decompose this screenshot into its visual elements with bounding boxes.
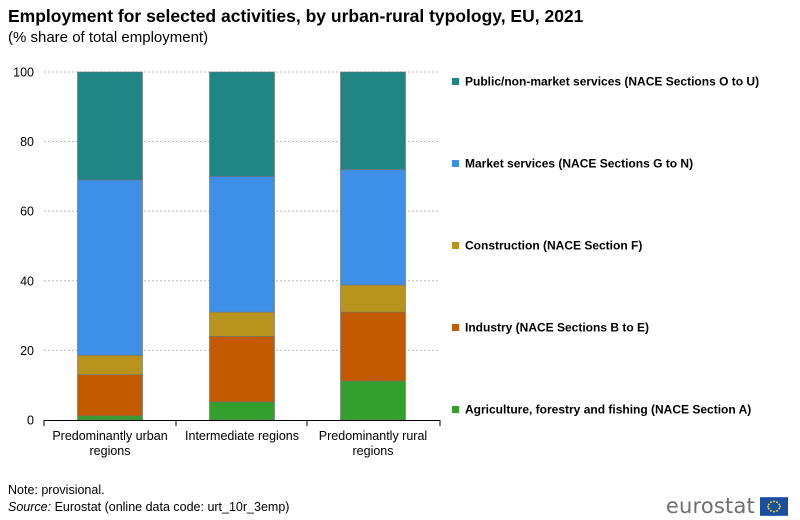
legend-label: Industry (NACE Sections B to E) bbox=[465, 321, 649, 335]
legend-swatch bbox=[452, 324, 459, 331]
bar-segment bbox=[77, 354, 143, 376]
source-text: Eurostat (online data code: urt_10r_3emp… bbox=[51, 500, 290, 514]
chart-source: Source: Eurostat (online data code: urt_… bbox=[8, 500, 289, 514]
legend-label: Market services (NACE Sections G to N) bbox=[465, 157, 693, 171]
bar-segment bbox=[209, 311, 275, 337]
legend-label: Agriculture, forestry and fishing (NACE … bbox=[465, 403, 751, 417]
y-tick-label: 40 bbox=[20, 274, 34, 288]
bar-segment bbox=[77, 179, 143, 356]
legend-swatch bbox=[452, 78, 459, 85]
legend-swatch bbox=[452, 242, 459, 249]
bar-segment bbox=[77, 71, 143, 181]
x-category-label: Intermediate regions bbox=[185, 429, 299, 443]
eurostat-logo-text: eurostat bbox=[665, 494, 755, 518]
bar-segment bbox=[340, 169, 406, 286]
legend-swatch bbox=[452, 406, 459, 413]
x-category-label: regions bbox=[353, 444, 394, 458]
bar-segment bbox=[340, 311, 406, 382]
x-category-label: Predominantly urban bbox=[52, 429, 167, 443]
y-tick-label: 60 bbox=[20, 205, 34, 219]
bar-segment bbox=[340, 71, 406, 170]
legend-label: Construction (NACE Section F) bbox=[465, 239, 642, 253]
legend-swatch bbox=[452, 160, 459, 167]
eurostat-logo: eurostat bbox=[666, 494, 788, 518]
y-tick-label: 0 bbox=[27, 414, 34, 428]
bar-segment bbox=[209, 176, 275, 313]
bar-segment bbox=[77, 374, 143, 417]
y-tick-label: 80 bbox=[20, 135, 34, 149]
legend-label: Public/non-market services (NACE Section… bbox=[465, 75, 759, 89]
eu-flag-icon bbox=[760, 496, 788, 516]
chart-title: Employment for selected activities, by u… bbox=[8, 6, 584, 26]
x-category-label: regions bbox=[90, 444, 131, 458]
bar-segment bbox=[340, 284, 406, 313]
y-tick-label: 100 bbox=[13, 66, 34, 80]
bar-segment bbox=[209, 336, 275, 403]
bar-segment bbox=[209, 71, 275, 177]
source-label: Source: bbox=[8, 500, 52, 514]
chart-note: Note: provisional. bbox=[8, 483, 105, 497]
chart-subtitle: (% share of total employment) bbox=[8, 29, 209, 46]
x-category-label: Predominantly rural bbox=[319, 429, 427, 443]
bar-segment bbox=[340, 380, 406, 421]
bar-segment bbox=[77, 415, 143, 421]
bar-segment bbox=[209, 401, 275, 421]
y-tick-label: 20 bbox=[20, 344, 34, 358]
